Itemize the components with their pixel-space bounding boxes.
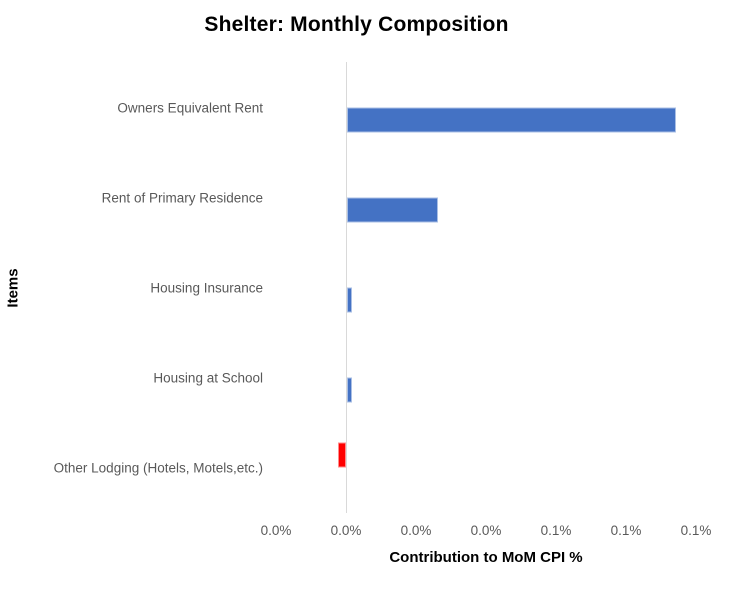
x-axis-tick-label: 0.0% <box>330 523 362 538</box>
x-axis-tick-label: 0.1% <box>610 523 642 538</box>
category-label: Housing Insurance <box>150 280 263 295</box>
category-label: Other Lodging (Hotels, Motels,etc.) <box>53 460 263 475</box>
category-label: Housing at School <box>153 370 263 385</box>
bar-positive <box>347 107 676 133</box>
zero-axis-line <box>346 62 347 513</box>
bar-positive <box>347 197 438 223</box>
x-axis-title: Contribution to MoM CPI % <box>389 549 583 566</box>
category-label: Owners Equivalent Rent <box>117 100 263 115</box>
chart-title: Shelter: Monthly Composition <box>204 13 509 36</box>
x-axis-tick-label: 0.1% <box>540 523 572 538</box>
category-label: Rent of Primary Residence <box>101 190 263 205</box>
bar-positive <box>347 377 352 403</box>
x-axis-tick-label: 0.0% <box>260 523 292 538</box>
y-axis-title: Items <box>4 268 22 308</box>
x-axis-tick-label: 0.0% <box>400 523 432 538</box>
bar-negative <box>338 442 346 468</box>
x-axis-tick-label: 0.1% <box>680 523 712 538</box>
bar-positive <box>347 287 352 313</box>
x-axis-tick-label: 0.0% <box>470 523 502 538</box>
